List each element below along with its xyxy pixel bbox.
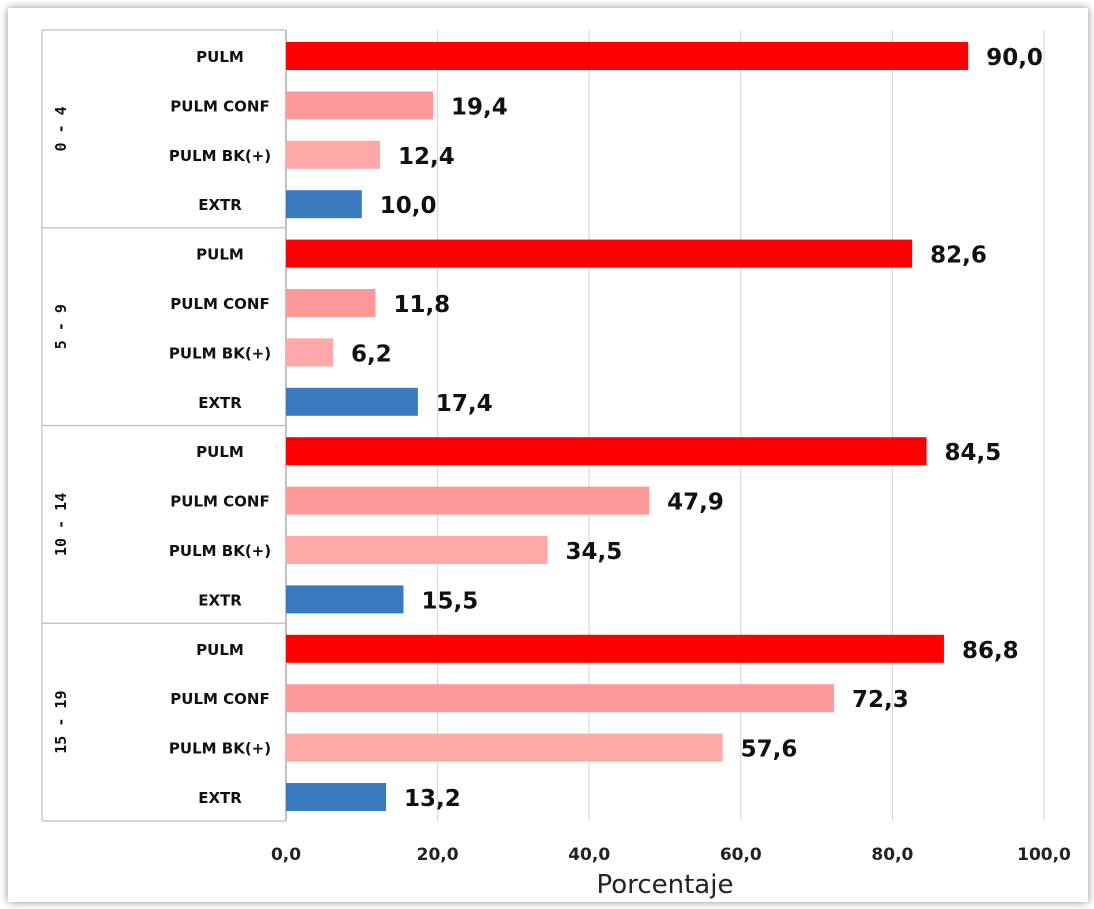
bar xyxy=(286,585,404,614)
bar xyxy=(286,783,387,811)
bar xyxy=(286,536,548,564)
labels: 0,0 20,0 40,0 60,0 80,0 100,0 0 - 4 PULM 90,0 PUL… xyxy=(52,45,1071,865)
category-label: EXTR xyxy=(198,394,242,412)
data-label: 84,5 xyxy=(945,440,1002,466)
x-axis-title: Porcentaje xyxy=(597,870,734,900)
data-label: 47,9 xyxy=(667,490,724,516)
category-label: PULM xyxy=(196,48,244,66)
group-label: 15 - 19 xyxy=(52,691,70,754)
data-label: 34,5 xyxy=(566,539,623,565)
group-label: 10 - 14 xyxy=(52,493,70,556)
x-tick-label: 100,0 xyxy=(1017,845,1071,865)
category-label: PULM BK(+) xyxy=(169,740,271,758)
data-label: 57,6 xyxy=(741,737,798,763)
data-label: 82,6 xyxy=(930,243,987,269)
bar xyxy=(286,239,913,268)
bar xyxy=(286,91,434,120)
bar xyxy=(286,190,362,219)
group-label: 0 - 4 xyxy=(52,106,70,151)
x-tick-label: 60,0 xyxy=(720,845,762,865)
data-label: 10,0 xyxy=(380,193,437,219)
x-tick-label: 40,0 xyxy=(568,845,610,865)
group-separators xyxy=(41,29,286,822)
bar xyxy=(286,684,835,713)
data-label: 72,3 xyxy=(852,687,909,713)
data-label: 19,4 xyxy=(451,94,508,120)
data-label: 86,8 xyxy=(962,638,1019,664)
bar xyxy=(286,486,650,515)
x-tick-label: 0,0 xyxy=(271,845,301,865)
category-label: EXTR xyxy=(198,789,242,807)
data-label: 17,4 xyxy=(436,391,493,417)
bar xyxy=(286,140,380,169)
x-tick-label: 20,0 xyxy=(417,845,459,865)
category-label: PULM BK(+) xyxy=(169,147,271,165)
bars xyxy=(286,42,969,811)
bar xyxy=(286,437,927,466)
x-tick-label: 80,0 xyxy=(871,845,913,865)
category-label: PULM CONF xyxy=(170,690,269,708)
data-label: 12,4 xyxy=(398,144,455,170)
data-label: 11,8 xyxy=(393,292,450,318)
bar xyxy=(286,387,418,416)
bar xyxy=(286,42,969,70)
data-label: 13,2 xyxy=(404,786,461,812)
bar xyxy=(286,338,333,367)
category-label: PULM BK(+) xyxy=(169,344,271,362)
group-label: 5 - 9 xyxy=(52,304,70,349)
bar xyxy=(286,289,376,317)
category-label: PULM CONF xyxy=(170,97,269,115)
category-label: PULM CONF xyxy=(170,295,269,313)
category-label: PULM xyxy=(196,246,244,264)
data-label: 6,2 xyxy=(351,341,392,367)
category-label: PULM BK(+) xyxy=(169,542,271,560)
category-label: PULM xyxy=(196,641,244,659)
bar xyxy=(286,634,944,663)
category-label: EXTR xyxy=(198,196,242,214)
bar xyxy=(286,733,723,762)
category-label: PULM xyxy=(196,443,244,461)
category-label: PULM CONF xyxy=(170,493,269,511)
category-label: EXTR xyxy=(198,591,242,609)
data-label: 15,5 xyxy=(421,588,478,614)
data-label: 90,0 xyxy=(986,45,1043,71)
